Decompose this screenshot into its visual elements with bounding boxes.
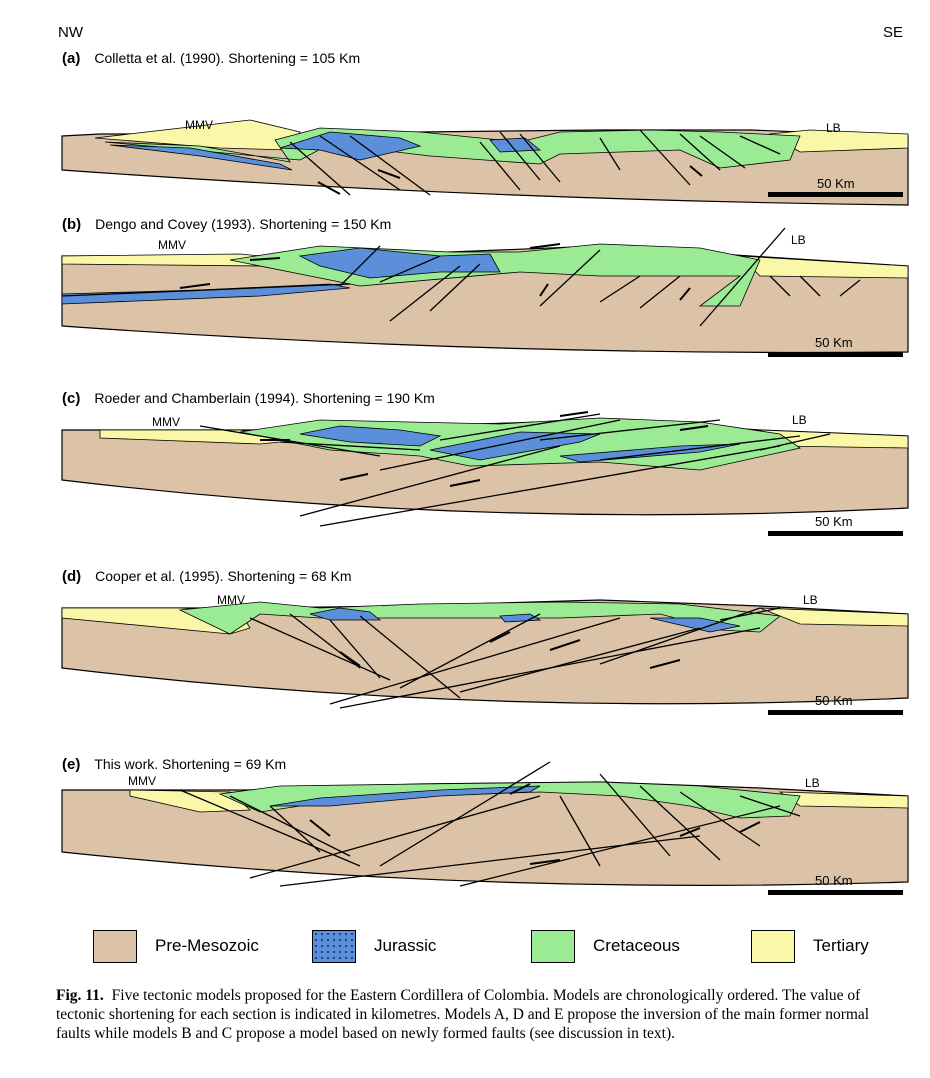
panel-e-heading: (e) This work. Shortening = 69 Km [62,756,286,773]
fault-lines [179,761,801,887]
scale-label: 50 Km [815,873,853,888]
jurassic-swatch [312,930,356,963]
panel-c-title: Roeder and Chamberlain (1994). Shortenin… [94,390,435,406]
panel-b-letter: (b) [62,216,82,233]
cross-section-e: MMV LB 50 Km [61,761,909,895]
panel-a: (a) Colletta et al. (1990). Shortening = … [0,50,930,210]
jurassic-layer [429,431,601,461]
lb-label: LB [805,776,820,790]
panel-d-title: Cooper et al. (1995). Shortening = 68 Km [95,568,352,584]
figure-caption: Fig. 11. Five tectonic models proposed f… [56,986,902,1043]
panel-b: (b) Dengo and Covey (1993). Shortening = … [0,216,930,376]
legend-label-tertiary: Tertiary [813,936,869,955]
panel-a-letter: (a) [62,50,81,67]
panel-a-title: Colletta et al. (1990). Shortening = 105… [94,50,361,66]
scale-label: 50 Km [815,335,853,350]
cretaceous-layer [104,127,801,169]
mmv-label: MMV [152,415,180,429]
caption-label: Fig. 11. [56,987,104,1004]
jurassic-layer [109,144,293,171]
panel-c-heading: (c) Roeder and Chamberlain (1994). Shorte… [62,390,435,407]
mmv-label: MMV [158,238,186,252]
caption-text: Five tectonic models proposed for the Ea… [56,987,870,1042]
panel-e: (e) This work. Shortening = 69 Km MMV LB … [0,756,930,916]
scale-bar [768,352,903,357]
cross-section-d: MMV LB 50 Km [61,593,909,715]
mmv-label: MMV [185,118,213,132]
jurassic-layer [299,425,442,447]
panel-d-letter: (d) [62,568,82,585]
jurassic-layer [298,247,501,279]
cross-section-b: MMV LB 50 Km [61,227,909,357]
panel-e-title: This work. Shortening = 69 Km [94,756,287,772]
jurassic-layer [279,131,422,161]
legend-label-jurassic: Jurassic [374,936,437,955]
premesozoic-swatch [93,930,137,963]
tertiary-layer [759,607,909,627]
panel-c-letter: (c) [62,390,81,407]
legend: Pre-Mesozoic Jurassic Cretaceous Tertiar… [0,930,930,970]
lb-label: LB [803,593,818,607]
slip-arrows [309,783,761,865]
scale-bar [768,710,903,715]
jurassic-layer [309,607,382,621]
cretaceous-swatch [531,930,575,963]
panel-d-heading: (d) Cooper et al. (1995). Shortening = 68… [62,568,352,585]
mmv-label: MMV [128,774,156,788]
panel-b-title: Dengo and Covey (1993). Shortening = 150… [95,216,392,232]
cross-section-c: MMV LB 50 Km [61,411,909,536]
fault-lines [289,129,781,196]
jurassic-layer [649,617,741,633]
scale-label: 50 Km [817,176,855,191]
panel-a-heading: (a) Colletta et al. (1990). Shortening = … [62,50,360,67]
slip-arrows [339,631,681,669]
jurassic-layer [269,785,541,807]
lb-label: LB [826,121,841,135]
cross-section-a: MMV LB 50 Km [61,118,909,206]
scale-label: 50 Km [815,514,853,529]
panel-e-letter: (e) [62,756,81,773]
legend-label-premesozoic: Pre-Mesozoic [155,936,259,955]
mmv-label: MMV [217,593,245,607]
slip-arrows [260,411,709,487]
scale-bar [768,890,903,895]
lb-label: LB [791,233,806,247]
scale-bar [768,531,903,536]
fault-lines [61,227,861,327]
slip-arrows [317,165,703,195]
slip-arrows [179,243,691,301]
scale-label: 50 Km [815,693,853,708]
legend-label-cretaceous: Cretaceous [593,936,680,955]
lb-label: LB [792,413,807,427]
jurassic-layer [489,137,542,153]
tertiary-swatch [751,930,795,963]
panel-d: (d) Cooper et al. (1995). Shortening = 68… [0,568,930,728]
fault-lines [249,607,781,709]
panel-b-heading: (b) Dengo and Covey (1993). Shortening = … [62,216,391,233]
scale-bar [768,192,903,197]
direction-nw-label: NW [58,24,83,41]
direction-se-label: SE [883,24,904,41]
panel-c: (c) Roeder and Chamberlain (1994). Shorte… [0,390,930,550]
tertiary-layer [738,255,909,279]
